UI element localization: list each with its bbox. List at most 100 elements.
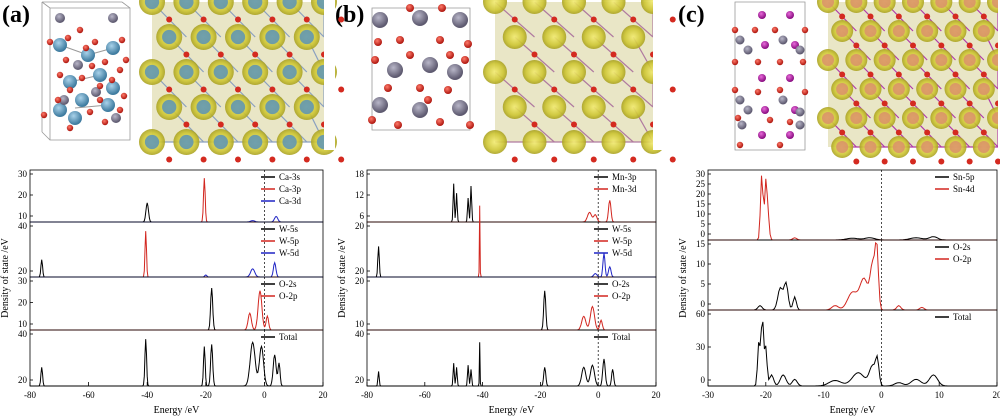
atom-core — [935, 53, 948, 67]
o-atom — [751, 26, 759, 34]
atom-core — [991, 111, 1000, 125]
dos-curve-w-5d — [30, 261, 323, 278]
o-site — [551, 16, 558, 23]
o-atom — [754, 88, 762, 96]
y-tick-label: 20 — [18, 298, 28, 308]
o-atom — [371, 56, 379, 64]
o-atom — [86, 108, 94, 116]
x-tick-label: -40 — [141, 390, 153, 400]
y-tick-label: 10 — [696, 209, 706, 219]
y-tick-label: 40 — [18, 221, 28, 231]
o-atom — [62, 56, 70, 64]
x-axis-label: Energy /eV — [489, 405, 535, 416]
o-site — [952, 129, 959, 136]
o-site — [966, 100, 973, 107]
sn-atom — [786, 74, 794, 82]
y-tick-label: 25 — [696, 179, 706, 189]
o-atom — [76, 26, 84, 34]
panel-label-b: (b) — [335, 2, 364, 28]
o-site — [571, 121, 577, 128]
o-atom — [436, 118, 444, 126]
y-tick-label: 0 — [701, 229, 706, 239]
legend-label: W-5p — [612, 236, 632, 246]
y-tick-label: 6 — [360, 211, 365, 221]
electron-density-lobe — [562, 60, 586, 84]
atom-core — [906, 53, 920, 67]
w-atom — [778, 95, 788, 105]
o-atom — [120, 92, 128, 100]
o-atom — [384, 84, 392, 92]
atom-core — [977, 24, 990, 38]
w-atom — [59, 95, 69, 105]
x-tick-label: 0 — [596, 390, 601, 400]
o-site — [286, 51, 293, 58]
sn-atom — [758, 11, 766, 19]
atom-core — [850, 0, 863, 9]
o-site — [867, 71, 874, 78]
dos-curve-total — [367, 342, 656, 387]
x-axis-label: Energy /eV — [154, 405, 200, 416]
atom-core — [821, 0, 835, 9]
atom-core — [299, 99, 314, 115]
o-site — [531, 51, 538, 58]
o-atom — [771, 26, 779, 34]
o-site — [839, 129, 846, 136]
atom-core — [949, 24, 962, 38]
o-atom — [734, 114, 742, 122]
o-site — [252, 51, 259, 58]
atom-core — [230, 99, 246, 115]
y-tick-label: 10 — [696, 259, 706, 269]
y-tick-label: 20 — [696, 189, 706, 199]
y-tick-label: 15 — [696, 199, 706, 209]
atom-core — [282, 64, 297, 80]
y-tick-label: 20 — [355, 221, 365, 231]
dos-curve-ca-3d — [30, 215, 323, 223]
atom-core — [963, 0, 976, 9]
w-atom — [452, 12, 468, 28]
y-tick-label: 0 — [701, 375, 706, 385]
electron-density-lobe — [522, 60, 547, 84]
dos-curve-o-2s — [708, 280, 997, 311]
electron-density-lobe — [483, 0, 507, 14]
x-tick-label: 20 — [993, 390, 1000, 400]
y-tick-label: 30 — [696, 342, 706, 352]
sn-atom — [761, 106, 769, 114]
atom-core — [213, 134, 228, 150]
atom-core — [144, 134, 160, 150]
o-atom — [122, 56, 130, 64]
o-atom — [406, 4, 414, 12]
o-atom — [731, 58, 739, 66]
o-site — [966, 158, 973, 165]
atom-core — [921, 82, 934, 96]
o-atom — [66, 86, 74, 94]
o-site — [200, 86, 207, 93]
o-site — [630, 156, 637, 163]
electron-density-lobe — [601, 0, 626, 14]
legend-label: O-2s — [279, 279, 297, 289]
atom-core — [248, 134, 263, 150]
legend-label: W-5s — [279, 224, 298, 234]
legend-label: W-5p — [279, 236, 299, 246]
atom-core — [850, 53, 863, 67]
o-atom — [776, 141, 784, 149]
o-site — [338, 156, 345, 163]
o-atom — [101, 58, 109, 66]
y-tick-label: 20 — [355, 276, 365, 286]
electron-density-lobe — [601, 60, 626, 84]
o-site — [269, 156, 276, 163]
o-site — [511, 16, 518, 23]
electron-density-lobe — [542, 25, 567, 49]
x-tick-label: -80 — [361, 390, 373, 400]
atom-core — [850, 111, 863, 125]
atom-core — [991, 53, 1000, 67]
dos-curve-o-2p — [367, 305, 656, 331]
o-site — [867, 13, 874, 20]
y-tick-label: 20 — [18, 266, 28, 276]
o-atom — [56, 71, 64, 79]
w-atom — [111, 113, 121, 123]
legend-label: O-2p — [953, 254, 972, 264]
y-tick-label: 12 — [355, 190, 364, 200]
o-site — [853, 100, 860, 107]
sn-atom — [758, 131, 766, 139]
o-atom — [446, 51, 454, 59]
